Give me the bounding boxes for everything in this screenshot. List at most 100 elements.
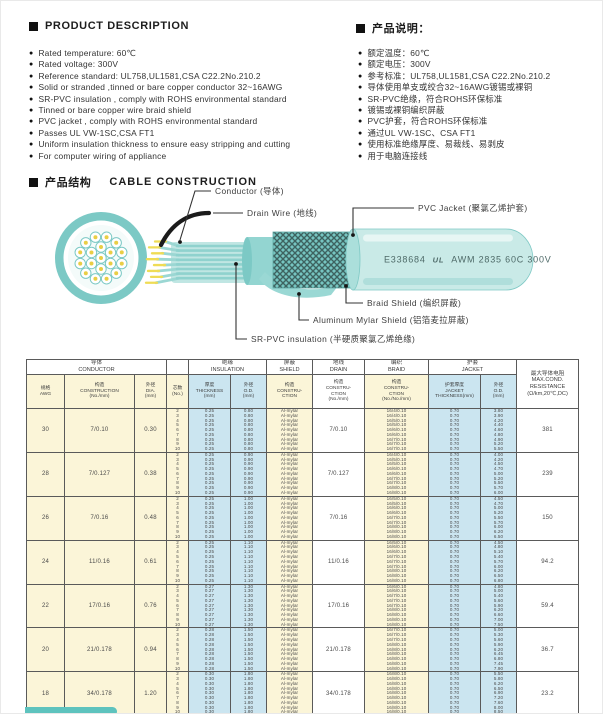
cell-awg: 24 <box>26 539 65 585</box>
cell-shield-value: Al-mylar <box>280 612 299 618</box>
cell-ins-thickness-value: 0.25 <box>204 568 215 574</box>
cell-ins-thickness: 0.25 0.25 0.25 0.25 0.25 0.25 0.25 0.25 0.25 <box>188 451 231 497</box>
cell-jacket-od-value: 6.80 <box>493 656 504 662</box>
cell-jacket-od-value: 5.50 <box>493 480 504 486</box>
cell-jacket-thickness-value: 0.70 <box>449 533 460 539</box>
cell-shield-value: Al-mylar <box>280 660 299 666</box>
cell-shield-value: Al-mylar <box>280 699 299 705</box>
cell-jacket-thickness-value: 0.70 <box>449 466 460 472</box>
cell-cores-value: 3 <box>176 588 179 594</box>
cell-cores-value: 3 <box>176 412 179 418</box>
cell-jacket-thickness-value: 0.70 <box>449 584 460 589</box>
cell-ins-od-value: 1.80 <box>243 699 254 705</box>
cell-braid-value: 16/7/0.10 <box>386 632 407 638</box>
cell-ins-od-value: 1.50 <box>243 646 254 652</box>
cell-cores: 2 3 4 5 6 7 8 9 10 <box>166 495 189 541</box>
cell-braid-value: 16/8/0.10 <box>386 490 407 496</box>
cell-cores-value: 6 <box>176 602 179 608</box>
cell-braid-value: 16/6/0.10 <box>386 588 407 594</box>
cell-ins-thickness-value: 0.28 <box>204 641 215 647</box>
cell-shield-value: Al-mylar <box>280 709 299 714</box>
cell-cores-value: 2 <box>176 540 179 545</box>
cell-braid-value: 16/8/0.10 <box>386 685 407 691</box>
cell-cores-value: 7 <box>176 519 179 525</box>
cell-braid: 16/7/0.10 16/7/0.10 16/7/0.10 16/8/0.10 16/8… <box>364 627 429 673</box>
cell-shield-value: Al-mylar <box>280 470 299 476</box>
cell-cores-value: 6 <box>176 646 179 652</box>
cell-cores-value: 3 <box>176 456 179 462</box>
cell-ins-od-value: 1.30 <box>243 584 254 589</box>
cell-shield-value: Al-mylar <box>280 704 299 710</box>
cell-cores-value: 7 <box>176 607 179 613</box>
cell-ins-od-value: 1.30 <box>243 612 254 618</box>
cell-ins-od-value: 0.90 <box>243 466 254 472</box>
cell-ins-thickness-value: 0.27 <box>204 612 215 618</box>
cell-shield-value: Al-mylar <box>280 441 299 447</box>
cell-cores-value: 7 <box>176 431 179 437</box>
cell-jacket-od-value: 4.40 <box>493 422 504 428</box>
cell-jacket-thickness-value: 0.70 <box>449 632 460 638</box>
cell-jacket-thickness-value: 0.70 <box>449 641 460 647</box>
spec-item: ● 使用标准绝缘厚度、易裁线、易剥皮 <box>358 139 550 150</box>
spec-item: ● 通过UL VW-1SC、CSA FT1 <box>358 128 550 139</box>
cell-ins-od-value: 0.90 <box>243 470 254 476</box>
bullet-icon: ● <box>358 95 363 103</box>
cell-jacket-od-value: 4.50 <box>493 496 504 501</box>
cell-shield-value: Al-mylar <box>280 665 299 671</box>
cell-shield-value: Al-mylar <box>280 597 299 603</box>
column-group-header: 导体 CONDUCTOR <box>26 359 167 375</box>
cell-ins-thickness-value: 0.30 <box>204 709 215 714</box>
cell-jacket-thickness-value: 0.70 <box>449 690 460 696</box>
cell-ins-thickness-value: 0.25 <box>204 563 215 569</box>
cell-ins-thickness-value: 0.25 <box>204 475 215 481</box>
cross-section <box>55 212 147 304</box>
column-header: 构造 CONSTRUCTION (No./mm) <box>64 374 135 409</box>
cell-ins-thickness: 0.28 0.28 0.28 0.28 0.28 0.28 0.28 0.28 0.28 <box>188 627 231 673</box>
cell-ins-od-value: 0.80 <box>243 422 254 428</box>
square-bullet-icon <box>29 21 38 31</box>
spec-item-text: 使用标准绝缘厚度、易裁线、易剥皮 <box>367 139 505 150</box>
cell-cores-value: 4 <box>176 461 179 467</box>
cell-braid-value: 16/5/0.10 <box>386 422 407 428</box>
cell-ins-thickness: 0.25 0.25 0.25 0.25 0.25 0.25 0.25 0.25 0.25 <box>188 408 231 453</box>
spec-item-text: 额定温度：60℃ <box>367 48 430 58</box>
cell-ins-thickness-value: 0.25 <box>204 461 215 467</box>
cell-jacket-thickness-value: 0.70 <box>449 612 460 618</box>
spec-item-text: 额定电压：300V <box>367 59 431 70</box>
spec-item-text: 镀锡或裸铜编织屏蔽 <box>367 104 445 115</box>
cell-jacket-od: 5.00 5.30 5.60 5.90 6.20 6.45 6.80 7.45 7.90 <box>479 627 518 673</box>
cell-dia: 0.94 <box>134 627 167 673</box>
cell-jacket-od-value: 6.90 <box>493 690 504 696</box>
cell-jacket-thickness-value: 0.70 <box>449 540 460 545</box>
cell-ins-thickness-value: 0.27 <box>204 621 215 627</box>
cell-ins-od-value: 1.50 <box>243 656 254 662</box>
cell-ins-thickness-value: 0.25 <box>204 431 215 437</box>
cell-jacket-thickness-value: 0.70 <box>449 417 460 423</box>
cell-ins-thickness-value: 0.25 <box>204 480 215 486</box>
cell-cores: 2 3 4 5 6 7 8 9 10 <box>166 671 189 713</box>
cell-braid-value: 16/7/0.10 <box>386 636 407 642</box>
cell-shield-value: Al-mylar <box>280 529 299 535</box>
cell-braid-value: 16/6/0.10 <box>386 544 407 550</box>
cell-shield-value: Al-mylar <box>280 412 299 418</box>
bullet-icon: ● <box>358 152 363 160</box>
cell-braid-value: 16/7/0.10 <box>386 553 407 559</box>
cell-ins-od: 1.30 1.30 1.30 1.30 1.30 1.30 1.30 1.30 1.30 <box>230 583 267 629</box>
cell-construction: 34/0.178 <box>64 671 135 713</box>
cell-shield-value: Al-mylar <box>280 593 299 599</box>
cell-jacket-thickness-value: 0.70 <box>449 695 460 701</box>
cell-drain: 34/0.178 <box>312 671 365 713</box>
cell-ins-od-value: 0.80 <box>243 412 254 418</box>
cell-jacket-thickness-value: 0.70 <box>449 524 460 530</box>
cell-braid-value: 16/8/0.10 <box>386 695 407 701</box>
spec-item: ● PVC护套，符合ROHS环保标准 <box>358 116 550 127</box>
cell-shield-value: Al-mylar <box>280 568 299 574</box>
cell-braid-value: 16/7/0.10 <box>386 446 407 452</box>
cell-resistance: 36.7 <box>516 627 580 673</box>
cell-ins-od-value: 1.00 <box>243 519 254 525</box>
conductor-dot <box>89 261 94 266</box>
cell-drain: 11/0.16 <box>312 539 365 585</box>
cell-cores-value: 5 <box>176 685 179 691</box>
cell-jacket-od-value: 5.20 <box>493 510 504 516</box>
conductor-dot <box>99 267 103 271</box>
